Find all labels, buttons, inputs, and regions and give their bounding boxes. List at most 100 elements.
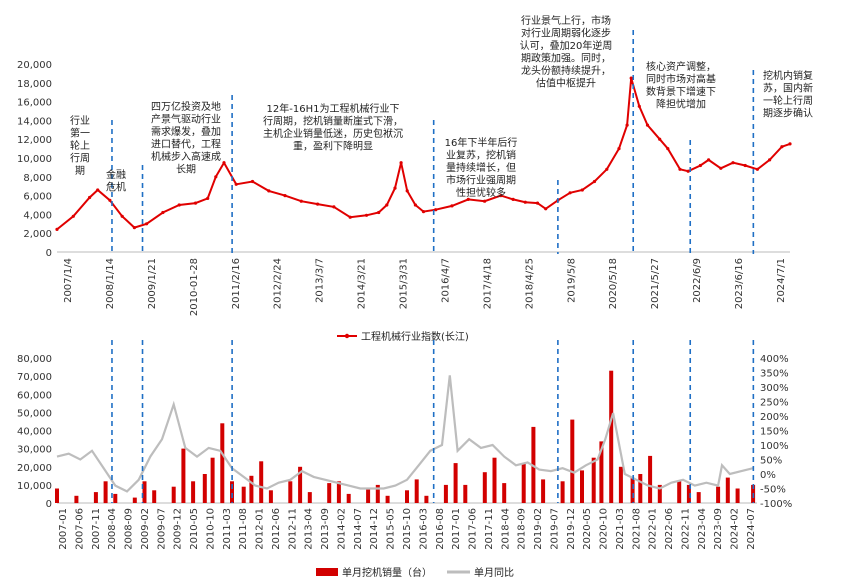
yoy-series — [56, 375, 754, 493]
index-point — [580, 188, 584, 192]
annotation-line: 降担忧增加 — [656, 98, 706, 111]
sales-bar — [599, 441, 604, 503]
top-x-tick-label: 2014/3/21 — [357, 258, 368, 309]
bottom-x-tick-label: 2009-12 — [173, 508, 184, 550]
bottom-x-tick-label: 2008-09 — [124, 508, 135, 550]
sales-bar — [482, 472, 487, 503]
bottom-x-tick-label: 2011-03 — [222, 508, 233, 550]
bottom-x-tick-label: 2018-09 — [517, 508, 528, 550]
bottom-x-tick-label: 2011-08 — [238, 508, 249, 550]
annotation-line: 挖机内销复 — [763, 69, 813, 82]
top-x-tick-label: 2009/1/21 — [147, 258, 158, 309]
annotation-line: 机械步入高速成 — [151, 150, 221, 163]
bottom-left-y-tick-label: 40,000 — [17, 427, 52, 438]
bottom-x-tick-label: 2022-06 — [664, 508, 675, 550]
bottom-left-y-tick-label: 80,000 — [17, 354, 52, 365]
sales-bar — [366, 488, 371, 503]
sales-bar — [132, 497, 137, 503]
index-point — [592, 179, 597, 184]
top-x-tick-label: 2024/7/1 — [776, 258, 787, 303]
sales-bar-chart: 0 10,000 20,000 30,000 40,000 50,000 60,000 70,… — [17, 340, 792, 579]
sales-bar — [677, 481, 682, 504]
bottom-x-tick-label: 2015-10 — [402, 508, 413, 550]
top-x-tick-label: 2011/2/16 — [231, 258, 242, 309]
index-point — [755, 167, 760, 171]
index-point — [299, 199, 303, 203]
bottom-x-tick-label: 2012-11 — [287, 508, 298, 550]
index-point — [316, 202, 320, 206]
top-x-tick-label: 2022/6/9 — [692, 258, 703, 303]
sales-bar — [591, 457, 596, 503]
index-point — [222, 161, 226, 165]
bottom-x-tick-label: 2007-01 — [58, 508, 69, 550]
top-y-tick-label: 0 — [46, 248, 52, 259]
annotation-line: 行业 — [70, 114, 90, 127]
index-point — [332, 205, 336, 209]
top-y-tick-label: 6,000 — [23, 192, 52, 203]
annotation-line: 长期 — [176, 164, 196, 176]
sales-bar — [414, 479, 419, 503]
sales-bar — [424, 495, 429, 504]
index-point — [377, 210, 381, 215]
annotation-line: 数背景下增速下 — [646, 85, 716, 98]
bottom-x-tick-label: 2024-02 — [730, 508, 741, 550]
top-y-tick-label: 12,000 — [17, 135, 52, 146]
index-point — [466, 197, 470, 201]
annotation-line: 四万亿投资及地 — [151, 100, 221, 113]
index-point — [499, 194, 503, 198]
sales-bar — [735, 488, 740, 503]
top-y-tick-label: 20,000 — [17, 60, 52, 71]
bottom-x-tick-label: 2023-09 — [713, 508, 724, 550]
index-point — [523, 200, 527, 204]
sales-bar — [618, 466, 623, 504]
index-point — [348, 215, 352, 219]
index-point — [719, 166, 723, 170]
top-y-tick-label: 2,000 — [23, 229, 52, 240]
annotation-line: 一轮上行周 — [763, 94, 813, 107]
top-x-tick-label: 2019/5/8 — [566, 258, 577, 303]
sales-bar — [93, 492, 98, 503]
bottom-x-axis: 2007-01 2007-06 2007-11 2008-04 2008-09 2009-… — [58, 508, 757, 550]
annotation-line: 核心资产调整， — [646, 60, 716, 73]
bottom-x-tick-label: 2014-02 — [336, 508, 347, 550]
bottom-x-tick-label: 2023-04 — [697, 508, 708, 550]
bottom-left-y-tick-label: 20,000 — [17, 463, 52, 474]
annotation-line: 同时市场对高基 — [646, 73, 716, 86]
bottom-right-y-tick-label: 250% — [760, 398, 789, 409]
sales-bar — [405, 490, 409, 503]
annotation-line: 12年-16H1为工程机械行业下 — [267, 102, 400, 115]
bottom-x-tick-label: 2013-04 — [304, 508, 315, 550]
annotation-line: 业复苏，挖机销 — [446, 149, 516, 162]
bottom-x-tick-label: 2021-08 — [631, 508, 642, 550]
index-point — [625, 123, 629, 127]
bottom-right-y-tick-label: 400% — [760, 354, 789, 365]
bottom-x-tick-label: 2017-06 — [468, 508, 479, 550]
bottom-right-y-tick-label: 50% — [760, 456, 782, 467]
index-point — [686, 169, 690, 173]
index-point — [658, 137, 662, 141]
bottom-left-y-tick-label: 30,000 — [17, 445, 52, 456]
bottom-x-tick-label: 2020-05 — [582, 508, 593, 550]
index-point — [145, 222, 149, 226]
top-y-tick-label: 8,000 — [23, 173, 52, 184]
top-x-tick-label: 2017/4/18 — [482, 258, 493, 309]
index-point — [666, 147, 670, 151]
sales-bar — [55, 488, 59, 503]
sales-bar — [375, 484, 380, 503]
top-x-tick-label: 2021/5/27 — [650, 258, 661, 309]
legend-label: 单月挖机销量（台） — [342, 566, 432, 579]
index-point — [707, 158, 711, 162]
index-point — [421, 210, 426, 214]
bottom-x-tick-label: 2015-05 — [386, 508, 397, 550]
bottom-right-y-tick-label: 100% — [760, 441, 789, 452]
bottom-right-y-tick-label: 300% — [760, 383, 789, 394]
index-point — [698, 163, 703, 168]
index-point — [399, 161, 403, 165]
annotation-line: 行周期，挖机销量断崖式下滑， — [263, 115, 403, 128]
index-point — [120, 214, 124, 218]
top-legend: 工程机械行业指数(长江) — [337, 330, 469, 343]
bottom-x-tick-label: 2024-07 — [746, 508, 757, 550]
annotation-line: 行周 — [70, 152, 90, 165]
